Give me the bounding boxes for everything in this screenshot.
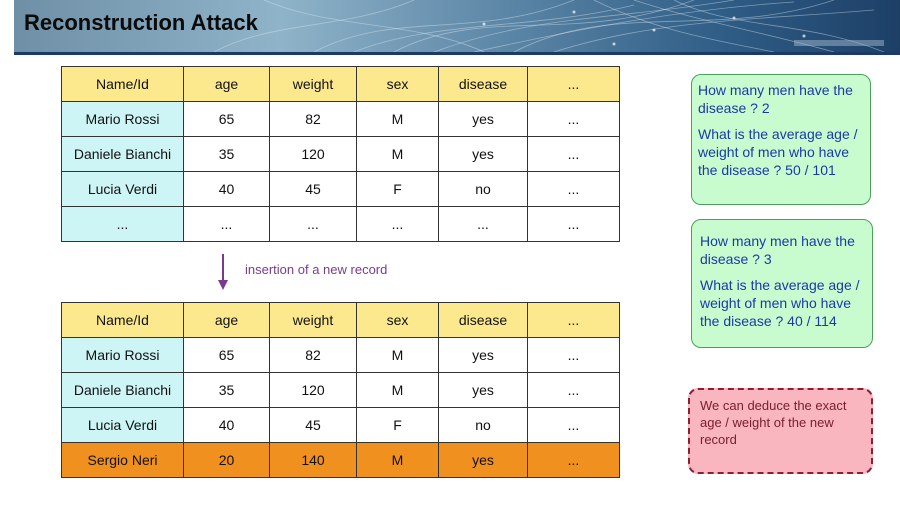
table-cell: yes	[438, 136, 528, 172]
table-cell: M	[356, 136, 439, 172]
header-cell: ...	[527, 66, 620, 102]
table-cell: 82	[269, 337, 357, 373]
table-cell: M	[356, 337, 439, 373]
table-before: Name/Id age weight sex disease ... Mario…	[61, 66, 620, 242]
table-cell: 65	[183, 337, 270, 373]
title-underline	[14, 52, 900, 55]
table-cell: ...	[527, 407, 620, 443]
name-cell: Daniele Bianchi	[61, 136, 184, 172]
table-cell: yes	[438, 337, 528, 373]
table-cell: ...	[527, 442, 620, 478]
table-cell: ...	[527, 372, 620, 408]
title-banner: Reconstruction Attack	[14, 0, 900, 52]
query-count: How many men have the disease ? 2	[698, 82, 853, 116]
name-cell: Lucia Verdi	[61, 407, 184, 443]
header-cell: sex	[356, 66, 439, 102]
name-cell: Daniele Bianchi	[61, 372, 184, 408]
query-count: How many men have the disease ? 3	[700, 233, 855, 267]
header-cell: weight	[269, 66, 357, 102]
table-cell: ...	[527, 337, 620, 373]
header-cell: ...	[527, 302, 620, 338]
table-cell: yes	[438, 442, 528, 478]
table-row: Lucia Verdi 40 45 F no ...	[61, 407, 620, 443]
name-cell: Mario Rossi	[61, 337, 184, 373]
query-average: What is the average age / weight of men …	[700, 277, 860, 329]
header-cell: weight	[269, 302, 357, 338]
down-arrow-icon	[218, 254, 228, 290]
network-background-graphic	[213, 0, 885, 52]
header-cell: disease	[438, 302, 528, 338]
table-cell: M	[356, 372, 439, 408]
header-cell: sex	[356, 302, 439, 338]
conclusion-box: We can deduce the exact age / weight of …	[688, 388, 873, 474]
table-cell: no	[438, 171, 528, 207]
table-cell: ...	[438, 206, 528, 242]
table-cell: ...	[527, 101, 620, 137]
table-cell: 40	[183, 171, 270, 207]
header-cell: Name/Id	[61, 66, 184, 102]
query-box-after: How many men have the disease ? 3 What i…	[691, 219, 873, 348]
table-cell: F	[356, 171, 439, 207]
table-cell: yes	[438, 101, 528, 137]
table-cell: ...	[183, 206, 270, 242]
new-record-row: Sergio Neri 20 140 M yes ...	[61, 442, 620, 478]
slide-title: Reconstruction Attack	[24, 10, 258, 35]
table-cell: M	[356, 442, 439, 478]
table-cell: no	[438, 407, 528, 443]
table-after: Name/Id age weight sex disease ... Mario…	[61, 302, 620, 478]
table-cell: ...	[527, 171, 620, 207]
table-cell: 45	[269, 171, 357, 207]
table-cell: ...	[269, 206, 357, 242]
table-cell: ...	[527, 136, 620, 172]
table-cell: 20	[183, 442, 270, 478]
table-cell: 35	[183, 136, 270, 172]
table-cell: 35	[183, 372, 270, 408]
conclusion-text: We can deduce the exact age / weight of …	[700, 398, 847, 447]
table-cell: F	[356, 407, 439, 443]
table-cell: M	[356, 101, 439, 137]
table-cell: 120	[269, 372, 357, 408]
header-cell: age	[183, 302, 270, 338]
table-cell: ...	[527, 206, 620, 242]
header-cell: disease	[438, 66, 528, 102]
table-row: Daniele Bianchi 35 120 M yes ...	[61, 136, 620, 172]
table-cell: 40	[183, 407, 270, 443]
table-cell: 82	[269, 101, 357, 137]
table-row: ... ... ... ... ... ...	[61, 206, 620, 242]
transition-label: insertion of a new record	[245, 262, 388, 277]
name-cell: Sergio Neri	[61, 442, 184, 478]
table-cell: 120	[269, 136, 357, 172]
table-cell: 140	[269, 442, 357, 478]
table-cell: yes	[438, 372, 528, 408]
table-row: Mario Rossi 65 82 M yes ...	[61, 101, 620, 137]
table-row: Mario Rossi 65 82 M yes ...	[61, 337, 620, 373]
table-header-row: Name/Id age weight sex disease ...	[61, 302, 620, 338]
table-header-row: Name/Id age weight sex disease ...	[61, 66, 620, 102]
table-cell: 45	[269, 407, 357, 443]
table-row: Lucia Verdi 40 45 F no ...	[61, 171, 620, 207]
name-cell: Mario Rossi	[61, 101, 184, 137]
query-box-before: How many men have the disease ? 2 What i…	[691, 74, 871, 205]
header-cell: age	[183, 66, 270, 102]
table-row: Daniele Bianchi 35 120 M yes ...	[61, 372, 620, 408]
header-cell: Name/Id	[61, 302, 184, 338]
query-average: What is the average age / weight of men …	[698, 126, 858, 178]
name-cell: Lucia Verdi	[61, 171, 184, 207]
table-cell: ...	[356, 206, 439, 242]
name-cell: ...	[61, 206, 184, 242]
table-cell: 65	[183, 101, 270, 137]
